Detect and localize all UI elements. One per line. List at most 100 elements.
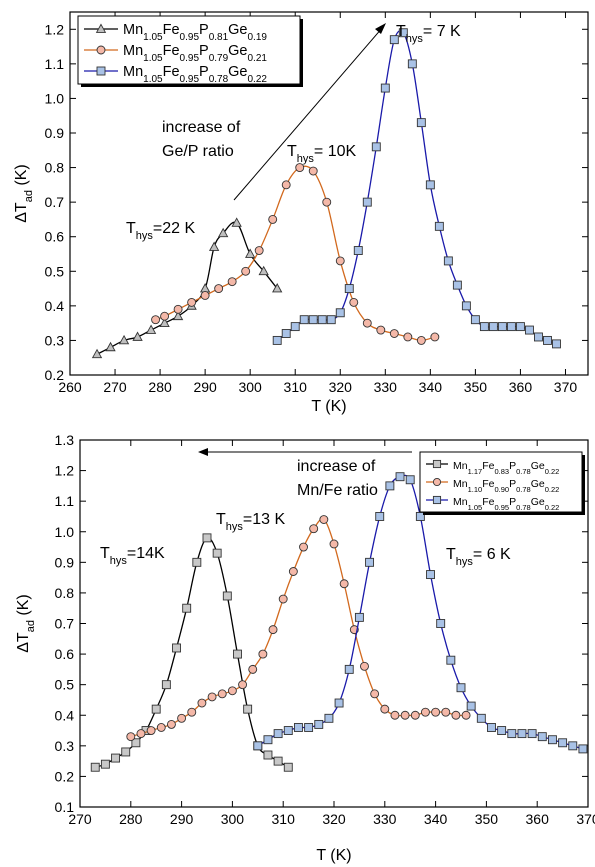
data-point (425, 180, 435, 190)
chart-mn-fe-ratio: 270 280 290 300 310 320 330 340 350 360 370 0.1 0.2 0… (15, 432, 595, 864)
x-tick-label: 330 (374, 379, 398, 395)
data-point (222, 591, 232, 601)
data-point (131, 738, 141, 748)
data-point (199, 283, 211, 293)
data-point (227, 686, 237, 696)
data-point (470, 315, 480, 325)
data-point (192, 557, 202, 567)
data-point (283, 726, 293, 735)
y-tick-label: 1.1 (45, 56, 65, 72)
data-point (304, 723, 314, 732)
x-tick-label: 310 (284, 379, 308, 395)
data-point (416, 118, 426, 128)
data-point (243, 704, 253, 714)
legend-marker (95, 23, 107, 33)
x-axis-label: T (K) (311, 398, 346, 415)
data-point (272, 335, 282, 345)
data-point (507, 729, 517, 739)
legend-marker (96, 45, 106, 55)
data-point (326, 315, 336, 325)
data-point (506, 322, 516, 332)
data-point (362, 318, 372, 328)
legend-label: Mn1.05Fe0.95P0.78Ge0.22 (453, 496, 559, 512)
data-point (283, 762, 293, 772)
x-tick-label: 300 (238, 379, 262, 395)
x-tick-label: 320 (329, 379, 353, 395)
legend-box (419, 451, 583, 513)
data-point (405, 475, 415, 485)
data-point (281, 180, 291, 190)
data-point (398, 28, 408, 38)
data-point (537, 732, 547, 742)
data-point (568, 741, 578, 751)
x-tick-label: 300 (221, 811, 245, 827)
data-point (309, 524, 319, 534)
y-tick-label: 0.9 (45, 125, 65, 141)
data-point (476, 713, 486, 723)
y-tick-label: 0.6 (55, 646, 75, 662)
data-point (212, 548, 222, 558)
series-line (276, 30, 557, 345)
legend-marker (432, 477, 442, 487)
data-point (335, 256, 345, 266)
data-point (479, 322, 489, 332)
data-point (319, 515, 329, 524)
series-line (130, 518, 467, 738)
y-tick-label: 0.9 (55, 554, 75, 570)
y-tick-label: 0.5 (55, 677, 75, 693)
data-point (360, 661, 369, 671)
data-point (547, 735, 557, 745)
data-point (172, 643, 181, 653)
data-point (380, 83, 390, 93)
data-point (308, 315, 318, 325)
data-point (410, 710, 420, 720)
data-point (403, 332, 413, 342)
data-point (295, 163, 305, 173)
annotation-mn-fe-line2: Mn/Fe ratio (297, 482, 378, 499)
data-point (344, 284, 354, 294)
data-point (263, 735, 273, 745)
chart-ge-p-ratio: 260 270 280 290 300 310 320 330 340 350 360 370 0.2 0… (13, 11, 589, 415)
data-point (278, 594, 288, 604)
data-point (308, 166, 318, 176)
data-point (362, 197, 372, 207)
data-point (187, 297, 197, 307)
data-point (258, 265, 269, 276)
x-tick-label: 360 (509, 379, 533, 395)
data-point (136, 729, 146, 739)
series-2 (151, 163, 440, 345)
x-tick-label: 370 (576, 811, 595, 827)
data-point (527, 729, 537, 739)
data-point (534, 332, 543, 342)
data-point (126, 732, 136, 742)
data-point (121, 747, 131, 757)
x-tick-label: 330 (373, 811, 397, 827)
data-point (497, 726, 507, 735)
data-point (254, 246, 264, 255)
data-point (146, 726, 156, 735)
data-point (207, 692, 217, 702)
arrow-head (375, 23, 386, 34)
data-point (197, 698, 207, 708)
data-point (290, 322, 300, 332)
legend-label: Mn1.05Fe0.95P0.79Ge0.21 (123, 43, 267, 64)
data-point (375, 512, 385, 521)
series-1 (91, 217, 283, 359)
legend-marker (432, 495, 442, 505)
data-point (151, 315, 161, 325)
legend-label: Mn1.10Fe0.90P0.78Ge0.22 (453, 478, 559, 494)
data-point (173, 304, 183, 314)
data-point (263, 750, 273, 760)
x-tick-label: 290 (170, 811, 194, 827)
data-point (258, 649, 268, 659)
y-tick-label: 1.0 (45, 90, 65, 106)
y-axis-label: ΔTad (K) (13, 164, 35, 223)
data-point (524, 325, 534, 335)
data-point (156, 723, 166, 732)
x-tick-label: 290 (193, 379, 217, 395)
data-point (365, 557, 375, 567)
y-tick-label: 1.2 (45, 21, 65, 37)
x-tick-label: 350 (464, 379, 488, 395)
data-point (90, 762, 100, 772)
